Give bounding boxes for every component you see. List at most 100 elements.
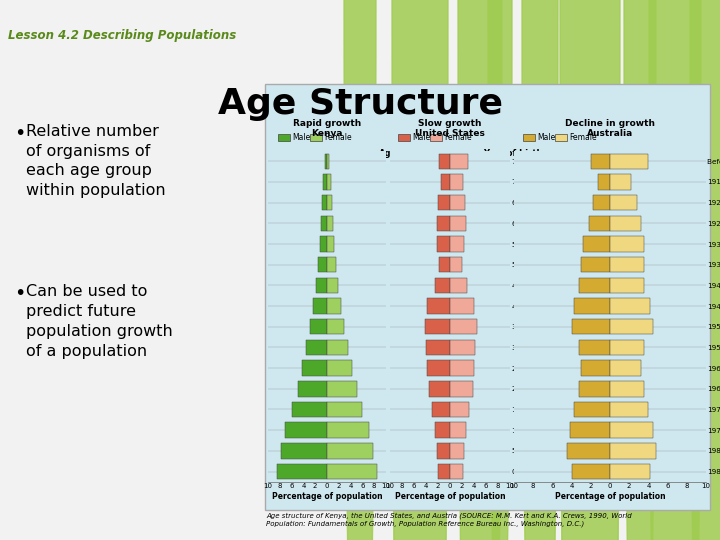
Bar — [327, 443, 373, 458]
Bar — [327, 298, 341, 314]
Bar — [323, 195, 327, 211]
Bar — [572, 464, 610, 480]
Bar — [292, 402, 327, 417]
Bar — [610, 381, 644, 396]
Text: Male: Male — [292, 133, 310, 142]
Text: Female: Female — [444, 133, 472, 142]
Text: Age structure of Kenya, the United States, and Austria (SOURCE: M.M. Kert and K.: Age structure of Kenya, the United State… — [266, 512, 631, 526]
Bar — [450, 215, 466, 231]
Circle shape — [488, 0, 512, 540]
Bar — [438, 195, 450, 211]
Bar — [297, 381, 327, 396]
Bar — [327, 215, 333, 231]
Text: •: • — [14, 124, 25, 143]
Text: Female: Female — [569, 133, 597, 142]
Bar — [450, 174, 463, 190]
Bar — [432, 402, 450, 417]
X-axis label: Percentage of population: Percentage of population — [271, 492, 382, 501]
Bar — [318, 257, 327, 273]
Bar — [610, 402, 649, 417]
Circle shape — [522, 0, 558, 540]
Text: Age: Age — [379, 149, 397, 158]
Bar — [327, 153, 329, 169]
Text: •: • — [14, 285, 25, 303]
Bar — [310, 134, 322, 141]
Bar — [610, 174, 631, 190]
Bar — [426, 340, 450, 355]
Bar — [450, 340, 475, 355]
Bar — [306, 340, 327, 355]
Bar — [450, 153, 468, 169]
Bar — [450, 381, 473, 396]
Bar — [450, 402, 469, 417]
Bar — [589, 215, 610, 231]
Bar — [450, 237, 464, 252]
Bar — [450, 298, 474, 314]
Bar — [327, 422, 369, 438]
Bar — [450, 319, 477, 334]
Bar — [567, 443, 610, 458]
Bar — [610, 153, 649, 169]
Bar — [610, 422, 653, 438]
Bar — [277, 464, 327, 480]
Bar — [450, 195, 465, 211]
Bar — [284, 422, 327, 438]
Text: Relative number
of organisms of
each age group
within population: Relative number of organisms of each age… — [26, 124, 166, 198]
Bar — [593, 195, 610, 211]
Bar — [610, 237, 644, 252]
Text: Decline in growth
Australia: Decline in growth Australia — [565, 119, 655, 138]
Circle shape — [344, 0, 376, 540]
Bar — [574, 298, 610, 314]
Bar — [327, 319, 344, 334]
Bar — [320, 237, 327, 252]
Bar — [438, 464, 450, 480]
Circle shape — [392, 0, 448, 540]
Bar — [574, 402, 610, 417]
Bar — [398, 134, 410, 141]
Circle shape — [624, 0, 656, 540]
Bar — [439, 257, 450, 273]
Bar — [325, 153, 327, 169]
Bar — [327, 195, 332, 211]
Bar — [450, 464, 463, 480]
Bar — [610, 298, 650, 314]
Bar — [580, 381, 610, 396]
Bar — [610, 195, 637, 211]
Text: Age Structure: Age Structure — [217, 87, 503, 121]
Bar — [437, 237, 450, 252]
Bar — [610, 319, 653, 334]
Bar — [450, 422, 466, 438]
Bar — [265, 84, 710, 510]
Bar — [439, 153, 450, 169]
Bar — [281, 443, 327, 458]
Bar — [429, 381, 450, 396]
Bar — [327, 237, 334, 252]
Bar — [583, 237, 610, 252]
X-axis label: Percentage of population: Percentage of population — [554, 492, 665, 501]
Bar — [430, 134, 442, 141]
Circle shape — [649, 0, 701, 540]
Bar — [316, 278, 327, 293]
Bar — [610, 443, 656, 458]
Bar — [450, 278, 467, 293]
Bar — [313, 298, 327, 314]
Bar — [327, 340, 348, 355]
Text: Lesson 4.2 Describing Populations: Lesson 4.2 Describing Populations — [8, 29, 236, 42]
Bar — [278, 134, 290, 141]
Bar — [327, 381, 356, 396]
Bar — [580, 340, 610, 355]
Bar — [555, 134, 567, 141]
Bar — [441, 174, 450, 190]
Text: Slow growth
United States: Slow growth United States — [415, 119, 485, 138]
Bar — [321, 215, 327, 231]
Bar — [323, 174, 327, 190]
Bar — [435, 422, 450, 438]
Bar — [327, 360, 352, 376]
Bar — [581, 360, 610, 376]
Bar — [610, 278, 644, 293]
Bar — [523, 134, 535, 141]
Bar — [610, 464, 650, 480]
Bar — [580, 278, 610, 293]
Text: Can be used to
predict future
population growth
of a population: Can be used to predict future population… — [26, 285, 173, 359]
Bar — [450, 443, 464, 458]
